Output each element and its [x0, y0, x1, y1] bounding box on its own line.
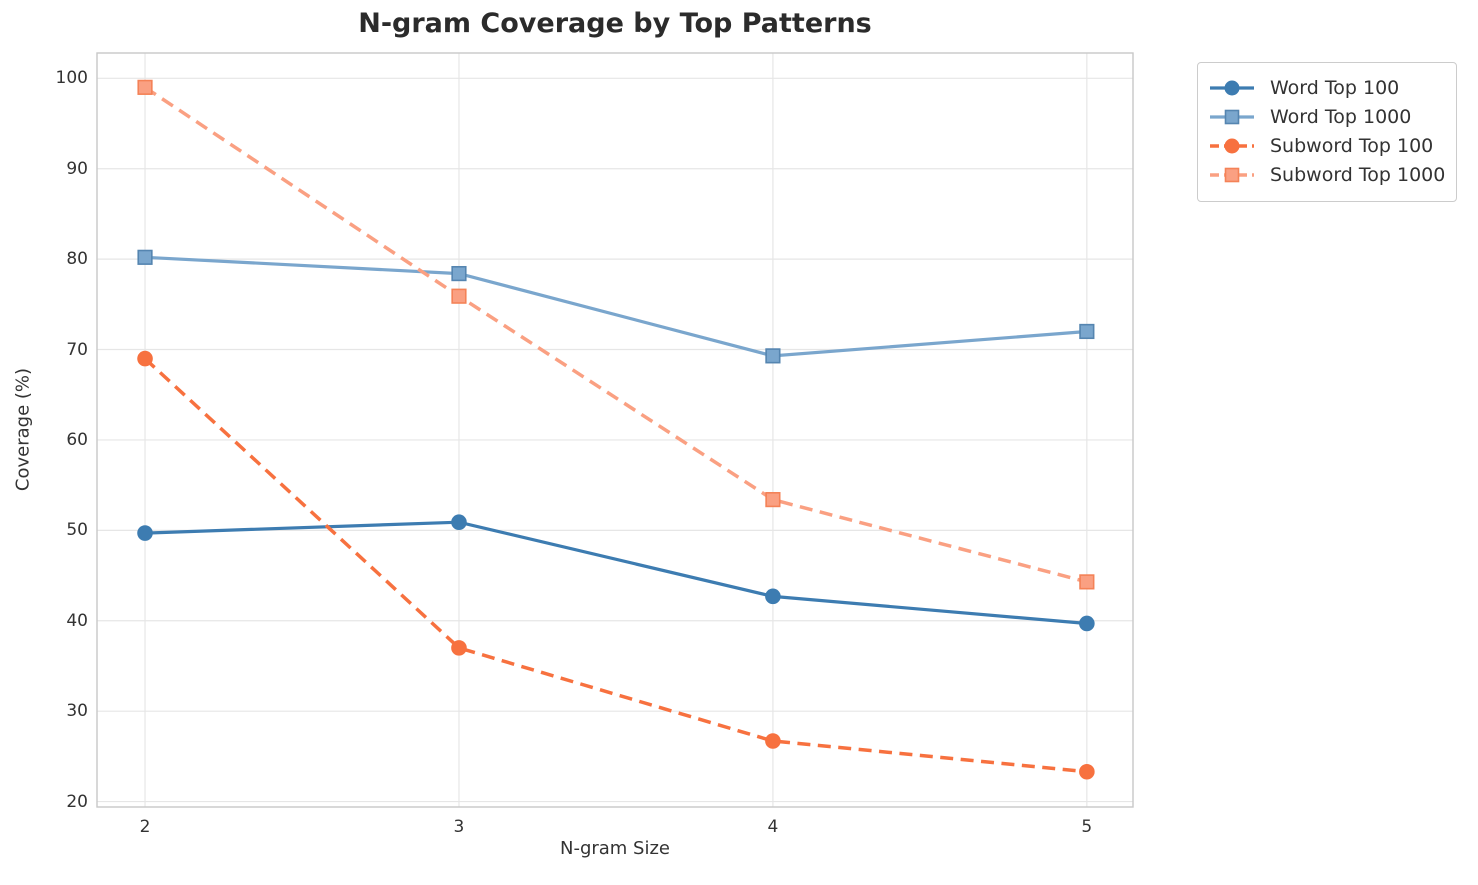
legend-item-word-top-100: Word Top 100: [1204, 73, 1446, 102]
y-axis-label: Coverage (%): [12, 367, 34, 492]
y-tick-label: 80: [66, 249, 88, 270]
series-line-word-top-100: [144, 520, 1088, 626]
legend-label: Word Top 100: [1270, 76, 1400, 99]
data-point-subword-top-100: [1079, 763, 1095, 780]
data-point-subword-top-1000: [137, 79, 153, 95]
y-tick-label: 40: [66, 610, 88, 631]
x-axis-label: N-gram Size: [559, 838, 671, 859]
x-tick-label: 3: [453, 817, 465, 837]
y-tick-label: 70: [66, 339, 88, 360]
x-tick-label: 4: [767, 817, 779, 837]
data-point-subword-top-1000: [1079, 574, 1095, 590]
y-tick-label: 60: [66, 429, 88, 450]
legend: Word Top 100 Word Top 1000 Subword Top 100…: [1197, 62, 1457, 202]
data-point-word-top-1000: [765, 348, 781, 364]
data-point-subword-top-1000: [451, 288, 467, 304]
legend-item-subword-top-1000: Subword Top 1000: [1204, 160, 1446, 189]
legend-square-marker-sample: [1210, 167, 1254, 182]
y-tick-label: 50: [66, 520, 88, 541]
data-point-word-top-1000: [451, 265, 467, 282]
series-line-word-top-1000: [144, 255, 1088, 358]
chart-title: N-gram Coverage by Top Patterns: [358, 8, 872, 39]
series-line-subword-top-1000: [144, 85, 1088, 584]
y-tick-label: 20: [66, 791, 88, 812]
x-tick-label: 5: [1081, 817, 1093, 837]
y-tick-label: 90: [66, 158, 88, 179]
data-point-word-top-1000: [137, 249, 153, 265]
legend-label: Word Top 1000: [1270, 105, 1412, 128]
y-tick-label: 30: [66, 701, 88, 722]
data-point-subword-top-1000: [765, 492, 781, 508]
plot-border: [96, 52, 1134, 808]
data-point-word-top-100: [765, 588, 781, 605]
legend-square-marker-sample: [1210, 109, 1254, 124]
x-tick-label: 2: [139, 817, 151, 837]
legend-label: Subword Top 100: [1270, 134, 1434, 157]
y-tick-label: 100: [55, 68, 88, 89]
legend-item-subword-top-100: Subword Top 100: [1204, 131, 1446, 160]
legend-circle-marker-sample: [1210, 138, 1254, 153]
data-point-word-top-100: [137, 525, 153, 541]
legend-item-word-top-1000: Word Top 1000: [1204, 102, 1446, 131]
data-point-word-top-100: [451, 514, 467, 531]
data-point-subword-top-100: [765, 733, 781, 749]
data-point-subword-top-100: [137, 350, 153, 367]
data-point-subword-top-100: [451, 640, 467, 656]
legend-circle-marker-sample: [1210, 80, 1254, 95]
series-line-subword-top-100: [143, 357, 1088, 774]
legend-label: Subword Top 1000: [1270, 163, 1446, 186]
data-point-word-top-1000: [1079, 323, 1095, 340]
data-point-word-top-100: [1079, 615, 1095, 632]
